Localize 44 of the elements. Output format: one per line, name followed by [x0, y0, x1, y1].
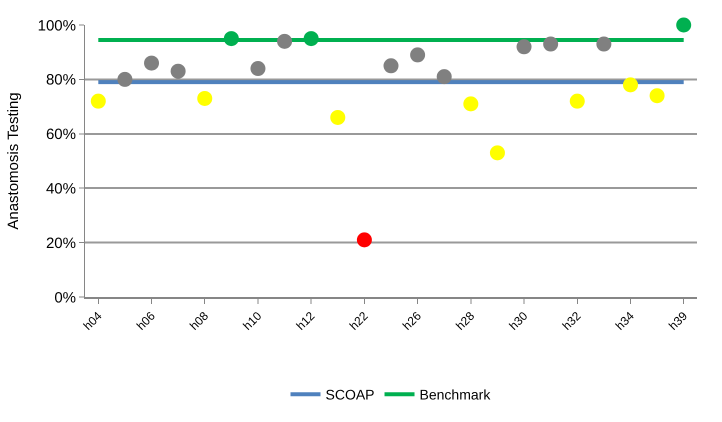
y-tick-label: 80%	[46, 72, 76, 89]
point	[622, 77, 638, 92]
x-tick-label: h34	[612, 308, 638, 333]
point	[596, 36, 612, 52]
x-tick-label: h08	[187, 308, 212, 333]
point	[543, 36, 558, 52]
x-tick-label: h30	[506, 308, 531, 333]
y-tick-label: 0%	[54, 289, 76, 306]
x-tick-label: h10	[240, 308, 265, 333]
x-tick-label: h22	[346, 308, 371, 333]
point	[436, 69, 452, 84]
point	[277, 34, 292, 49]
legend-label: SCOAP	[326, 386, 375, 403]
x-tick-label: h39	[666, 308, 690, 333]
point	[384, 58, 398, 74]
point	[250, 61, 266, 76]
x-tick-label: h32	[560, 308, 584, 333]
point	[570, 94, 585, 109]
y-tick-label: 20%	[46, 234, 76, 252]
point	[650, 88, 665, 104]
point	[516, 39, 532, 54]
x-tick-label: h12	[293, 308, 318, 333]
point	[490, 145, 505, 160]
y-axis-title: Anastomosis Testing	[4, 92, 22, 230]
point	[463, 96, 478, 112]
y-tick-label: 60%	[46, 126, 76, 144]
point	[676, 18, 692, 32]
point	[304, 31, 319, 46]
x-tick-label: h04	[80, 308, 105, 333]
point	[224, 31, 239, 46]
x-tick-label: h26	[400, 308, 424, 333]
legend-label: Benchmark	[420, 386, 492, 403]
point	[197, 90, 212, 106]
point	[144, 56, 160, 71]
point	[410, 47, 426, 62]
x-tick-label: h06	[134, 308, 158, 333]
point	[117, 72, 132, 87]
point	[330, 110, 346, 125]
x-tick-label: h28	[453, 308, 478, 333]
y-tick-label: 100%	[38, 17, 76, 34]
point	[90, 94, 106, 109]
point	[356, 232, 372, 248]
point	[170, 64, 186, 79]
y-tick-label: 40%	[46, 180, 76, 198]
